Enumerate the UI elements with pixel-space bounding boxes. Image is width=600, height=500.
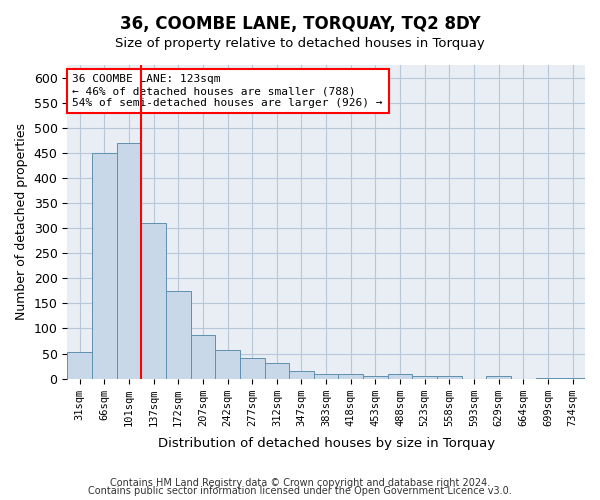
Bar: [92, 153, 116, 378]
Bar: [487, 376, 511, 378]
Bar: [437, 376, 462, 378]
Bar: [388, 374, 412, 378]
Bar: [314, 374, 338, 378]
Bar: [289, 371, 314, 378]
Bar: [191, 335, 215, 378]
Bar: [215, 350, 240, 378]
Text: 36 COOMBE LANE: 123sqm
← 46% of detached houses are smaller (788)
54% of semi-de: 36 COOMBE LANE: 123sqm ← 46% of detached…: [73, 74, 383, 108]
Bar: [166, 291, 191, 378]
Bar: [67, 352, 92, 378]
Text: Contains HM Land Registry data © Crown copyright and database right 2024.: Contains HM Land Registry data © Crown c…: [110, 478, 490, 488]
Bar: [338, 374, 363, 378]
Text: Contains public sector information licensed under the Open Government Licence v3: Contains public sector information licen…: [88, 486, 512, 496]
Text: 36, COOMBE LANE, TORQUAY, TQ2 8DY: 36, COOMBE LANE, TORQUAY, TQ2 8DY: [119, 15, 481, 33]
Bar: [141, 223, 166, 378]
Text: Size of property relative to detached houses in Torquay: Size of property relative to detached ho…: [115, 38, 485, 51]
Y-axis label: Number of detached properties: Number of detached properties: [15, 124, 28, 320]
Bar: [412, 376, 437, 378]
Bar: [240, 358, 265, 378]
X-axis label: Distribution of detached houses by size in Torquay: Distribution of detached houses by size …: [158, 437, 495, 450]
Bar: [265, 363, 289, 378]
Bar: [363, 376, 388, 378]
Bar: [116, 143, 141, 378]
